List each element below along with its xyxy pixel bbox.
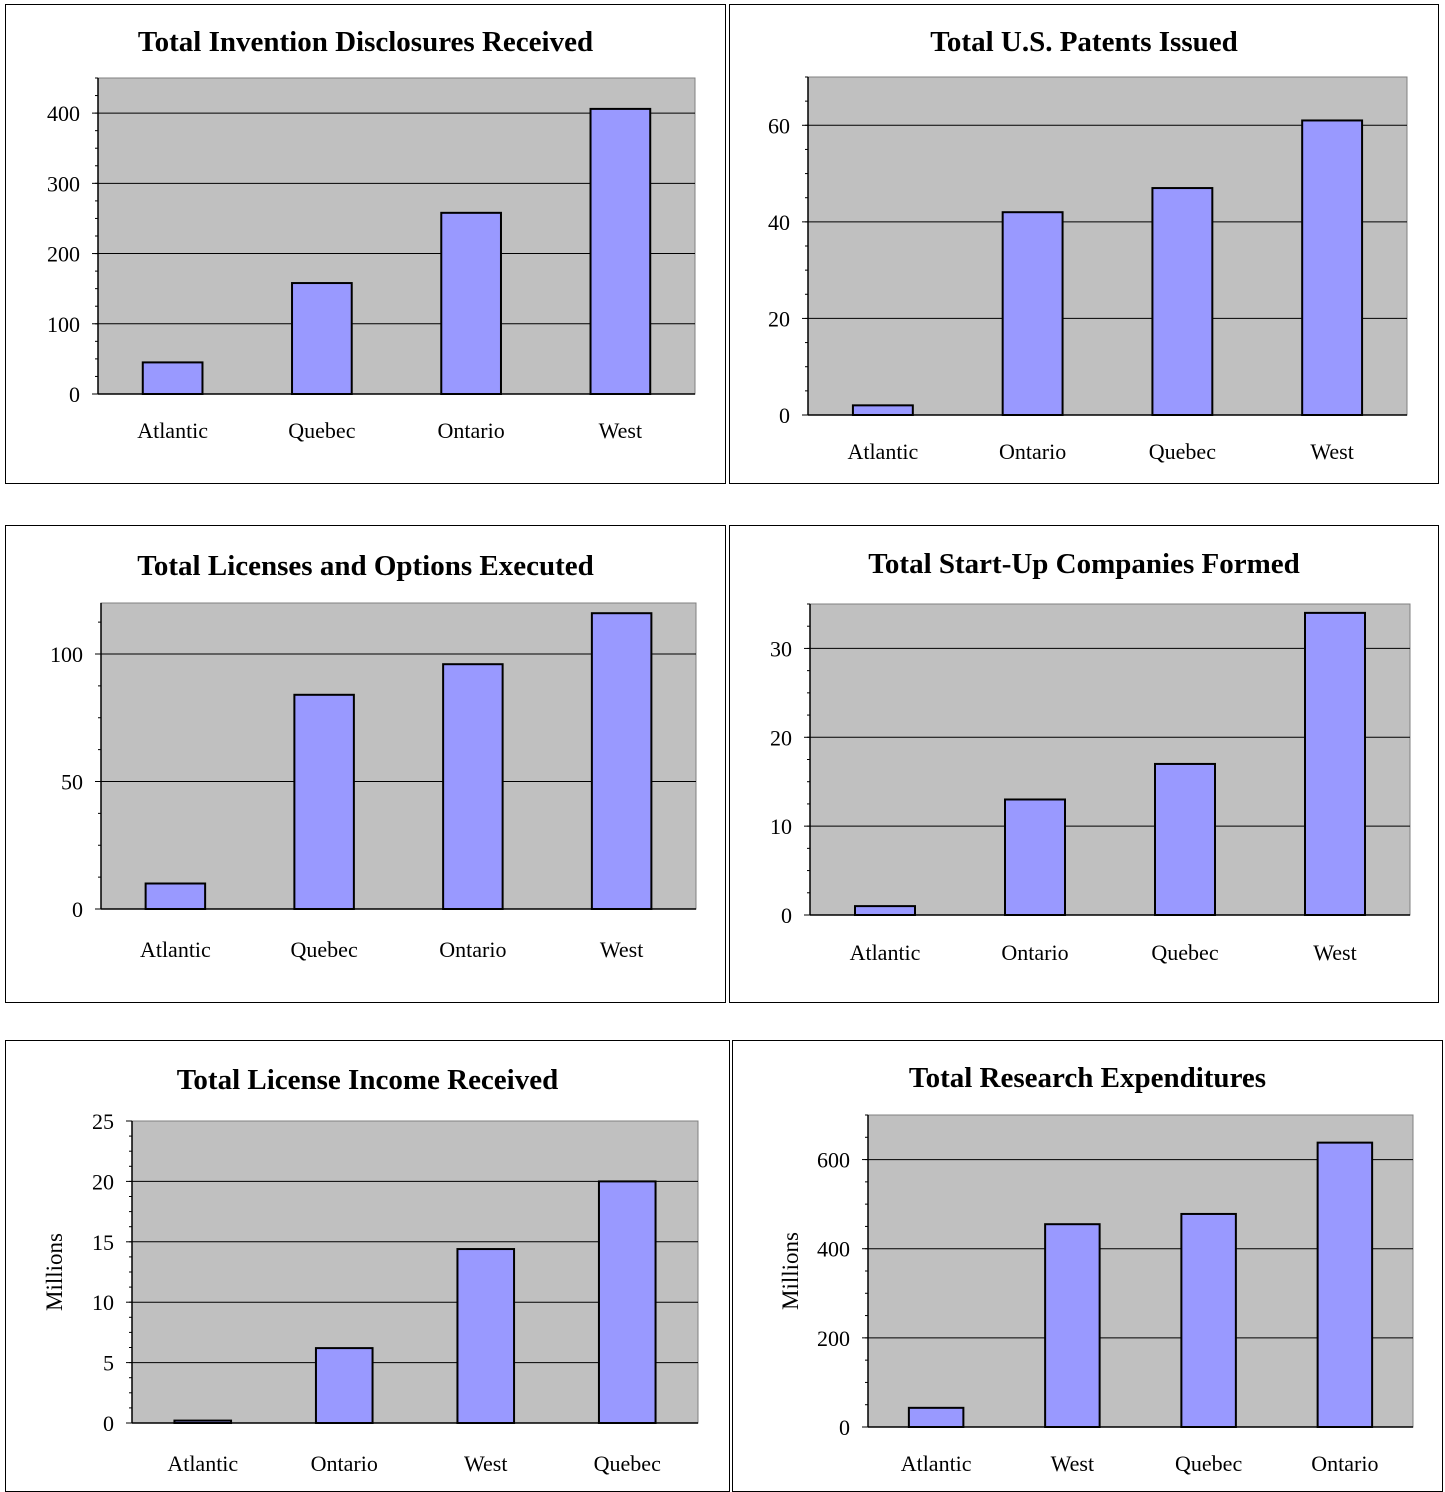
y-tick-label: 40 [768, 210, 790, 235]
y-tick-label: 0 [781, 903, 792, 928]
bar-atlantic [907, 1406, 965, 1429]
chart-svg: Total License Income Received 0 5 10 15 20 25 A… [42, 1064, 699, 1476]
chart-licenses-options-executed: Total Licenses and Options Executed 0 50 10… [5, 525, 726, 1003]
category-label: Quebec [1151, 940, 1218, 965]
y-tick-label: 20 [92, 1169, 114, 1194]
bar-west [590, 612, 653, 910]
chart-us-patents-issued: Total U.S. Patents Issued 0 20 40 60 Atlantic… [729, 4, 1439, 484]
category-label: Ontario [438, 418, 505, 443]
bar-ontario [1316, 1141, 1374, 1429]
category-label: Ontario [1001, 940, 1068, 965]
category-label: Atlantic [140, 937, 211, 962]
y-tick-label: 30 [770, 636, 792, 661]
category-label: Quebec [288, 418, 355, 443]
category-label: West [599, 418, 642, 443]
category-label: West [1310, 439, 1353, 464]
chart-svg: Total Invention Disclosures Received 0 100… [47, 26, 696, 443]
bar-west [1044, 1223, 1101, 1428]
bar-ontario [440, 211, 502, 395]
bar-quebec [1180, 1212, 1237, 1428]
y-tick-label: 300 [47, 171, 80, 196]
chart-svg: Total Licenses and Options Executed 0 50 10… [50, 550, 697, 962]
y-tick-label: 10 [770, 814, 792, 839]
y-tick-label: 50 [61, 770, 83, 795]
chart-title: Total Licenses and Options Executed [137, 550, 594, 582]
y-tick-label: 200 [47, 242, 80, 267]
bar-atlantic [173, 1419, 233, 1425]
category-label: Ontario [999, 439, 1066, 464]
category-label: Atlantic [137, 418, 208, 443]
y-tick-label: 10 [92, 1290, 114, 1315]
bar-atlantic [141, 361, 204, 395]
chart-svg: Total U.S. Patents Issued 0 20 40 60 Atlantic… [768, 26, 1408, 464]
category-label: West [1313, 940, 1356, 965]
category-label: Quebec [1175, 1451, 1242, 1476]
y-tick-label: 0 [72, 897, 83, 922]
chart-title: Total License Income Received [177, 1064, 559, 1096]
chart-title: Total Start-Up Companies Formed [868, 548, 1300, 580]
category-label: Ontario [439, 937, 506, 962]
y-tick-label: 400 [47, 101, 80, 126]
chart-svg: Total Research Expenditures 0 200 400 600 Atl… [778, 1062, 1414, 1476]
category-label: Quebec [291, 937, 358, 962]
y-tick-label: 20 [770, 725, 792, 750]
chart-license-income-received: Total License Income Received 0 5 10 15 20 25 A… [5, 1040, 730, 1492]
y-tick-label: 0 [69, 382, 80, 407]
chart-title: Total Research Expenditures [909, 1062, 1266, 1094]
bar-ontario [1001, 211, 1064, 416]
bar-atlantic [854, 905, 916, 917]
bar-ontario [314, 1347, 374, 1425]
category-label: Ontario [1311, 1451, 1378, 1476]
category-label: Quebec [1149, 439, 1216, 464]
category-label: West [1051, 1451, 1094, 1476]
bar-atlantic [144, 882, 207, 910]
bar-quebec [291, 282, 353, 395]
y-tick-label: 600 [817, 1148, 850, 1173]
bar-ontario [1004, 798, 1066, 916]
y-tick-label: 60 [768, 113, 790, 138]
bar-quebec [1151, 187, 1214, 416]
category-label: Atlantic [901, 1451, 972, 1476]
y-tick-label: 200 [817, 1326, 850, 1351]
category-label: West [600, 937, 643, 962]
bar-west [1301, 119, 1364, 416]
y-tick-label: 25 [92, 1109, 114, 1134]
y-tick-label: 400 [817, 1237, 850, 1262]
bar-quebec [293, 693, 355, 910]
bar-west [1304, 611, 1366, 916]
chart-title: Total Invention Disclosures Received [138, 26, 593, 58]
y-tick-label: 100 [50, 642, 83, 667]
y-tick-label: 20 [768, 306, 790, 331]
y-tick-label: 0 [779, 403, 790, 428]
bar-atlantic [851, 404, 914, 417]
category-label: Atlantic [167, 1451, 238, 1476]
category-label: West [464, 1451, 507, 1476]
y-tick-label: 15 [92, 1230, 114, 1255]
y-tick-label: 0 [103, 1411, 114, 1436]
bar-ontario [442, 663, 504, 910]
chart-svg: Total Start-Up Companies Formed 0 10 20 30 At… [770, 548, 1411, 965]
y-axis-label: Millions [778, 1232, 803, 1310]
bar-west [456, 1248, 516, 1424]
chart-startup-companies-formed: Total Start-Up Companies Formed 0 10 20 30 At… [729, 525, 1439, 1003]
category-label: Ontario [311, 1451, 378, 1476]
y-tick-label: 0 [839, 1415, 850, 1440]
category-label: Quebec [594, 1451, 661, 1476]
bar-quebec [597, 1180, 657, 1424]
category-label: Atlantic [850, 940, 921, 965]
y-tick-label: 100 [47, 312, 80, 337]
category-label: Atlantic [847, 439, 918, 464]
bar-west [589, 107, 652, 396]
chart-title: Total U.S. Patents Issued [930, 26, 1238, 58]
y-tick-label: 5 [103, 1351, 114, 1376]
chart-invention-disclosures: Total Invention Disclosures Received 0 100… [5, 4, 726, 484]
y-axis-label: Millions [42, 1233, 67, 1311]
chart-research-expenditures: Total Research Expenditures 0 200 400 600 Atl… [732, 1040, 1443, 1492]
bar-quebec [1154, 762, 1216, 916]
